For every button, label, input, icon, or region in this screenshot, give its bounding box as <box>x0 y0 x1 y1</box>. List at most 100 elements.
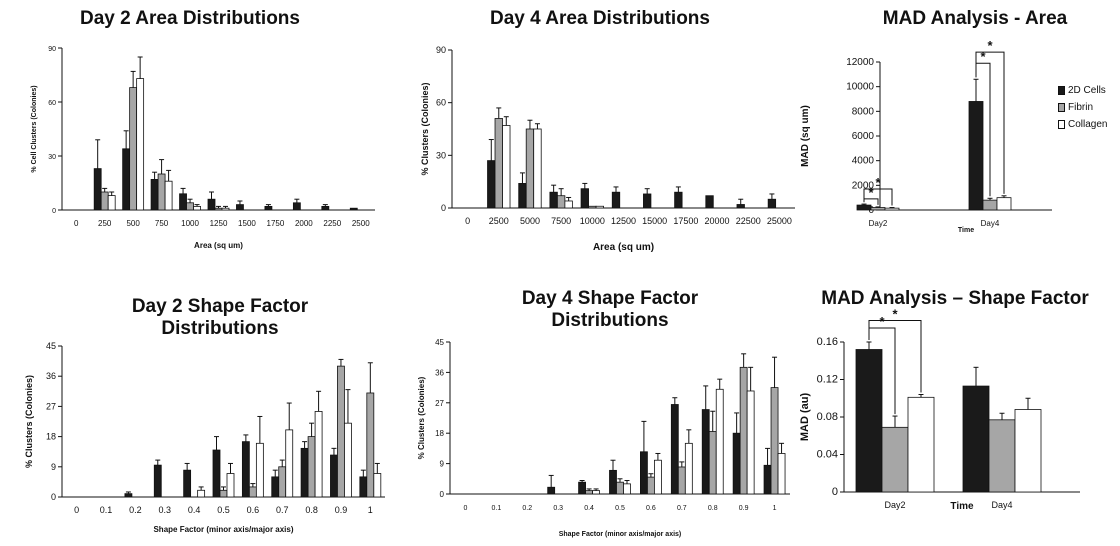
bar <box>611 191 621 209</box>
x-tick-label: 0.2 <box>522 505 532 512</box>
bar <box>640 451 648 495</box>
x-tick-label: 0.3 <box>553 505 563 512</box>
bar <box>248 486 257 498</box>
bar <box>988 419 1016 493</box>
bar <box>186 202 194 211</box>
x-tick-label: 0.6 <box>247 505 260 515</box>
bar <box>684 442 693 495</box>
x-tick-label: 0.7 <box>677 505 687 512</box>
bar <box>525 128 535 209</box>
chart-mad-shape: 0 0.04 0.08 0.12 0.16 Day2 Day4 Time MAD (au) * * <box>799 306 1080 512</box>
y-tick-label: 0 <box>832 486 838 498</box>
y-axis-label: % Clusters (Colonies) <box>417 376 426 459</box>
y-tick-label: 0 <box>51 492 56 502</box>
bar <box>855 349 883 493</box>
bar <box>278 466 287 498</box>
y-tick-label: 0.12 <box>817 374 838 386</box>
bar <box>122 148 131 211</box>
y-tick-label: 9 <box>51 462 56 472</box>
bar <box>670 404 679 495</box>
chart-panel-day4-shape: Day 4 Shape Factor Distributions 0 9 18 27 3… <box>400 280 795 546</box>
x-tick-label: 750 <box>155 219 169 228</box>
y-tick-label: 18 <box>46 432 56 442</box>
significance-bracket <box>863 188 893 206</box>
bar <box>533 128 542 209</box>
chart-panel-day4-area: Day 4 Area Distributions 0 30 60 90 0 2500 500… <box>400 0 800 270</box>
x-tick-label: 0.9 <box>739 505 749 512</box>
chart-title: Day 4 Area Distributions <box>490 8 710 29</box>
y-tick-label: 90 <box>48 46 56 53</box>
bar <box>307 436 316 498</box>
bar <box>136 78 145 211</box>
bar <box>674 191 683 209</box>
significance-star: * <box>879 314 885 329</box>
x-tick-label: 2000 <box>295 219 313 228</box>
x-tick-label: 12500 <box>611 216 636 226</box>
y-tick-label: 60 <box>48 100 56 107</box>
bar <box>701 409 710 495</box>
bar <box>494 118 503 209</box>
bar <box>157 173 166 211</box>
x-tick-label: 7500 <box>551 216 571 226</box>
bar <box>856 204 872 211</box>
bar <box>502 125 511 209</box>
bar <box>580 188 589 209</box>
bar <box>708 431 717 495</box>
x-tick-label: Day2 <box>869 219 888 228</box>
y-tick-label: 0.08 <box>817 411 838 423</box>
chart-mad-area: 0 2000 4000 6000 8000 10000 12000 Day2 Day4 Time M… <box>800 38 1052 234</box>
y-axis-label: % Clusters (Colonies) <box>420 82 430 175</box>
y-tick-label: 0 <box>868 205 874 216</box>
bar <box>736 204 745 209</box>
chart-day2-shape: 0 9 18 27 36 45 0 0.1 0.2 0.3 0.4 0.5 0.6 0.7 0.8 0.9 1 S… <box>24 341 385 534</box>
bar <box>219 489 228 498</box>
y-tick-label: 6000 <box>852 131 875 142</box>
x-tick-label: 1750 <box>267 219 285 228</box>
bar <box>344 422 352 498</box>
bar <box>777 453 786 495</box>
x-tick-label: 2500 <box>489 216 509 226</box>
y-tick-label: 2000 <box>852 180 875 191</box>
legend-item: 2D Cells <box>1058 82 1107 99</box>
x-axis-label: Time <box>950 501 974 512</box>
bar <box>193 205 201 211</box>
bar <box>654 459 662 495</box>
x-axis-label: Shape Factor (minor axis/major axis) <box>559 531 682 538</box>
bar <box>1014 409 1042 493</box>
bar <box>197 489 206 498</box>
bar <box>321 205 330 211</box>
bar <box>677 466 686 495</box>
bar <box>164 180 173 211</box>
significance-bracket <box>868 319 922 393</box>
x-tick-label: 0 <box>74 505 79 515</box>
x-tick-label: 15000 <box>642 216 667 226</box>
legend-swatch <box>1058 120 1065 129</box>
bar <box>549 191 558 209</box>
x-tick-label: 0.4 <box>584 505 594 512</box>
y-tick-label: 45 <box>46 341 56 351</box>
x-tick-label: 0.6 <box>646 505 656 512</box>
significance-star: * <box>980 49 986 64</box>
chart-panel-mad-area: MAD Analysis - Area 0 2000 4000 6000 8000 100… <box>790 0 1120 270</box>
bar <box>996 197 1012 211</box>
y-tick-label: 30 <box>48 154 56 161</box>
bar <box>100 191 109 211</box>
y-tick-label: 12000 <box>846 57 874 68</box>
x-tick-label: 0 <box>464 505 468 512</box>
bar <box>962 385 990 493</box>
x-axis-label: Area (sq um) <box>593 242 654 253</box>
bar <box>107 195 116 211</box>
significance-bracket <box>975 51 1005 194</box>
x-tick-label: 0.4 <box>188 505 201 515</box>
bar <box>595 205 604 209</box>
bar <box>881 426 909 493</box>
y-tick-label: 0.16 <box>817 336 838 348</box>
bar <box>487 160 496 209</box>
x-tick-label: 0.1 <box>491 505 501 512</box>
y-tick-label: 4000 <box>852 156 875 167</box>
bar <box>647 476 655 495</box>
legend-item: Fibrin <box>1058 99 1107 116</box>
x-tick-label: 2250 <box>323 219 341 228</box>
y-axis-label: MAD (sq um) <box>800 105 811 167</box>
x-tick-label: 5000 <box>520 216 540 226</box>
